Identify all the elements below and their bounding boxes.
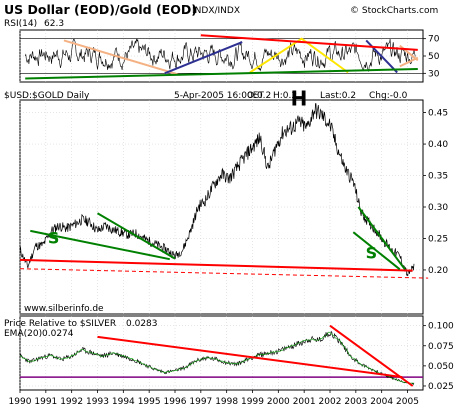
x-tick-label: 1991 — [34, 397, 57, 407]
y-tick-label: 0.100 — [428, 322, 454, 332]
x-tick-label: 2005 — [396, 397, 419, 407]
source-note: www.silberinfo.de — [24, 304, 104, 314]
annotation-label: S — [366, 244, 378, 263]
trendline — [352, 231, 401, 271]
trendline — [200, 34, 418, 51]
ema-value: 0.0274 — [42, 329, 74, 339]
trendline — [19, 268, 429, 279]
y-tick-label: 0.050 — [428, 362, 454, 372]
trendline — [357, 206, 406, 270]
trendline — [249, 37, 349, 74]
y-tick-label: 0.075 — [428, 342, 454, 352]
trendline — [365, 39, 398, 74]
trendline — [19, 258, 413, 272]
price-info-open: O:0.2 — [247, 91, 271, 101]
y-tick-label: 0.40 — [428, 140, 448, 150]
price-line — [19, 103, 415, 277]
price-info-change: Chg:-0.0 — [369, 91, 408, 101]
trendline — [25, 68, 418, 80]
relative-label: Price Relative to $SILVER — [4, 319, 116, 329]
trendline — [63, 39, 181, 77]
x-tick-label: 1995 — [138, 397, 161, 407]
trendline — [399, 56, 419, 68]
chart-title: US Dollar (EOD)/Gold (EOD) — [4, 2, 197, 17]
relative-panel: 0.100 0.075 0.050 0.025 Price Relative to $… — [4, 315, 454, 392]
ema-label: EMA(20) — [4, 329, 42, 339]
x-tick-label: 1996 — [164, 397, 187, 407]
x-tick-label: 1997 — [189, 397, 212, 407]
x-tick-label: 2000 — [267, 397, 290, 407]
trendline — [96, 212, 176, 260]
y-tick-label: 0.35 — [428, 172, 448, 182]
exchange-label: INDX/INDX — [192, 6, 240, 16]
rsi-panel: 70 50 30 RSI(14) 62.3 — [4, 19, 440, 83]
price-series-label: $USD:$GOLD Daily — [4, 91, 90, 101]
y-tick-label: 50 — [428, 52, 440, 62]
relative-ema-line — [19, 331, 415, 384]
price-info-date: 5-Apr-2005 16:00ET — [174, 91, 264, 101]
x-tick-label: 1999 — [241, 397, 264, 407]
price-info-last: Last:0.2 — [320, 91, 356, 101]
x-tick-label: 2002 — [319, 397, 342, 407]
x-tick-label: 1994 — [112, 397, 135, 407]
annotation-label: H — [291, 87, 308, 111]
x-tick-label: 1998 — [215, 397, 238, 407]
trendline — [30, 229, 170, 261]
y-tick-label: 0.30 — [428, 203, 448, 213]
y-tick-label: 0.25 — [428, 234, 448, 244]
y-tick-label: 0.025 — [428, 382, 454, 392]
y-tick-label: 70 — [428, 35, 440, 45]
rsi-label: RSI(14) — [4, 19, 37, 29]
price-info-high: H:0.2 — [273, 91, 297, 101]
x-axis: 1990 1991 1992 1993 1994 1995 1996 1997 1998 1999… — [9, 390, 419, 407]
x-tick-label: 1993 — [86, 397, 109, 407]
trendline — [164, 41, 243, 75]
annotation-label: S — [48, 229, 60, 248]
watermark: © StockCharts.com — [350, 6, 438, 16]
rsi-value: 62.3 — [44, 19, 64, 29]
x-tick-label: 1992 — [60, 397, 83, 407]
price-panel: 0.45 0.40 0.35 0.30 0.25 0.20 S S H $USD:$GOLD … — [4, 87, 448, 315]
y-tick-label: 0.20 — [428, 266, 448, 276]
relative-value: 0.0283 — [126, 319, 158, 329]
x-tick-label: 2004 — [370, 397, 393, 407]
trendline — [329, 324, 414, 387]
y-tick-label: 0.45 — [428, 109, 448, 119]
x-tick-label: 2001 — [293, 397, 316, 407]
y-tick-label: 30 — [428, 69, 440, 79]
trendline — [97, 335, 403, 379]
x-tick-label: 1990 — [9, 397, 32, 407]
x-tick-label: 2003 — [344, 397, 367, 407]
